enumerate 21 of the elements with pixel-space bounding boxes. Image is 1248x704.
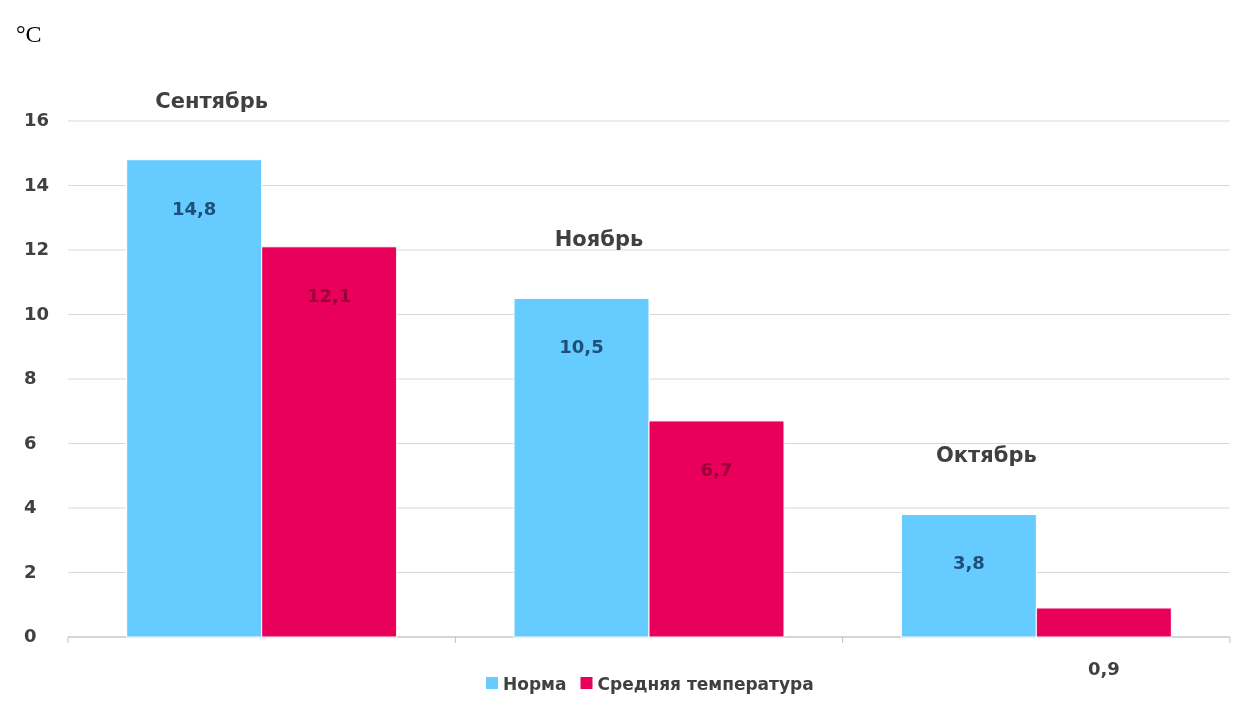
data-label: 12,1: [306, 284, 352, 306]
y-tick-label: 12: [24, 238, 50, 259]
y-tick-label: 16: [24, 109, 50, 130]
data-label: 0,9: [1087, 658, 1120, 679]
data-label: 3,8: [952, 552, 985, 574]
y-tick-label: 0: [24, 625, 37, 646]
y-tick-label: 14: [24, 173, 50, 195]
x-tick-label: Сентябрь: [155, 88, 269, 113]
data-label: 10,5: [559, 336, 604, 358]
y-tick-label: 8: [24, 367, 37, 388]
y-axis-title: °C: [16, 21, 42, 47]
x-tick-label: Ноябрь: [554, 227, 644, 252]
legend-label: Средняя температура: [597, 674, 814, 694]
legend-label: Норма: [503, 674, 567, 694]
y-tick-label: 2: [24, 560, 37, 582]
data-label: 6,7: [700, 458, 733, 480]
y-tick-label: 6: [24, 431, 37, 453]
data-label: 14,8: [171, 197, 217, 219]
x-tick-label: Октябрь: [935, 443, 1037, 468]
y-tick-label: 4: [24, 496, 37, 517]
y-tick-label: 10: [24, 302, 50, 324]
